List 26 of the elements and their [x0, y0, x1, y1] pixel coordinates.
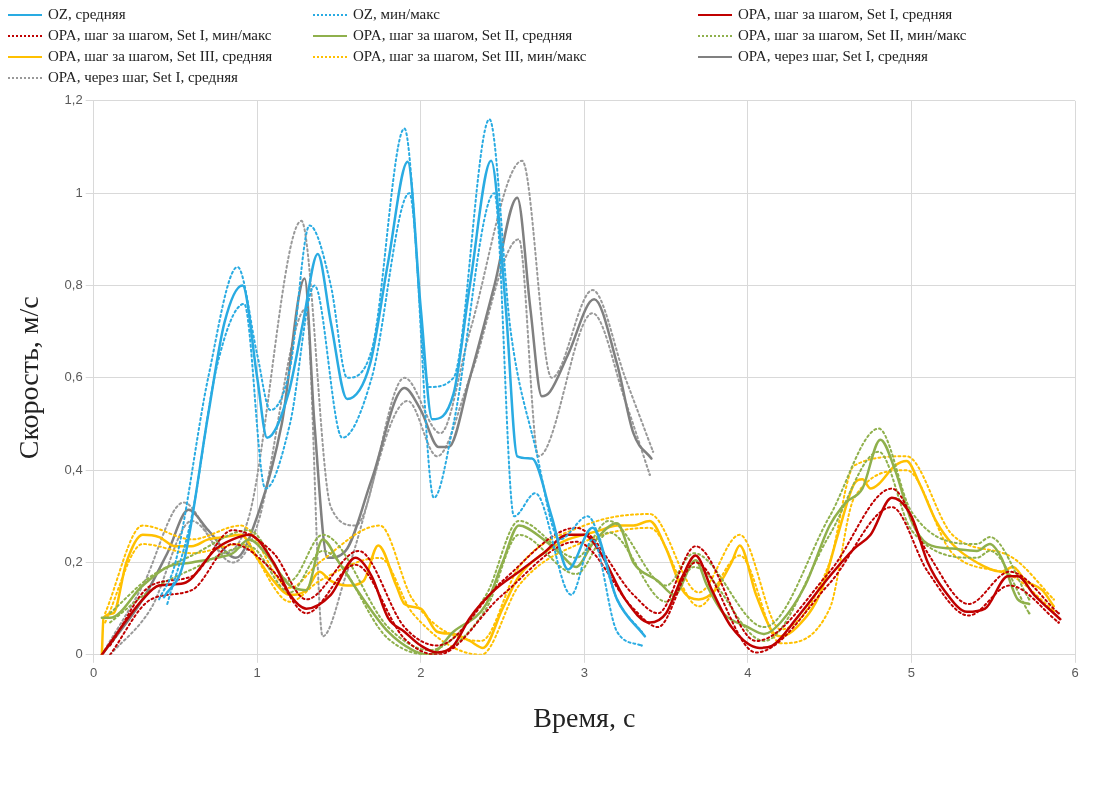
legend-label: OZ, средняя	[48, 6, 126, 23]
y-tick-label: 0,6	[64, 369, 83, 385]
y-tick-label: 0	[75, 646, 83, 662]
y-tick-label: 0,4	[64, 461, 83, 477]
x-tick-label: 6	[1071, 665, 1079, 681]
legend-label: OPA, шаг за шагом, Set II, средняя	[353, 27, 573, 44]
y-tick-label: 0,8	[64, 277, 83, 293]
x-tick-label: 0	[90, 665, 98, 681]
y-tick-label: 1,2	[64, 92, 83, 108]
legend-label: OPA, шаг за шагом, Set I, средняя	[738, 6, 953, 23]
x-tick-label: 5	[907, 665, 916, 681]
legend-label: OPA, шаг за шагом, Set III, средняя	[48, 48, 273, 65]
x-axis-title: Время, с	[533, 701, 636, 733]
x-tick-label: 2	[417, 665, 425, 681]
x-tick-label: 1	[253, 665, 261, 681]
legend-label: OPA, шаг за шагом, Set III, мин/макс	[353, 48, 587, 65]
legend-label: OPA, через шаг, Set I, средняя	[48, 69, 239, 86]
legend-label: OPA, через шаг, Set I, средняя	[738, 48, 929, 65]
x-tick-label: 4	[744, 665, 752, 681]
legend-label: OPA, шаг за шагом, Set I, мин/макс	[48, 27, 272, 44]
legend-label: OPA, шаг за шагом, Set II, мин/макс	[738, 27, 967, 44]
y-tick-label: 0,2	[64, 554, 83, 570]
x-tick-label: 3	[580, 665, 588, 681]
y-tick-label: 1	[75, 184, 83, 200]
y-axis-title: Скорость, м/с	[13, 296, 45, 460]
legend-label: OZ, мин/макс	[353, 6, 440, 23]
